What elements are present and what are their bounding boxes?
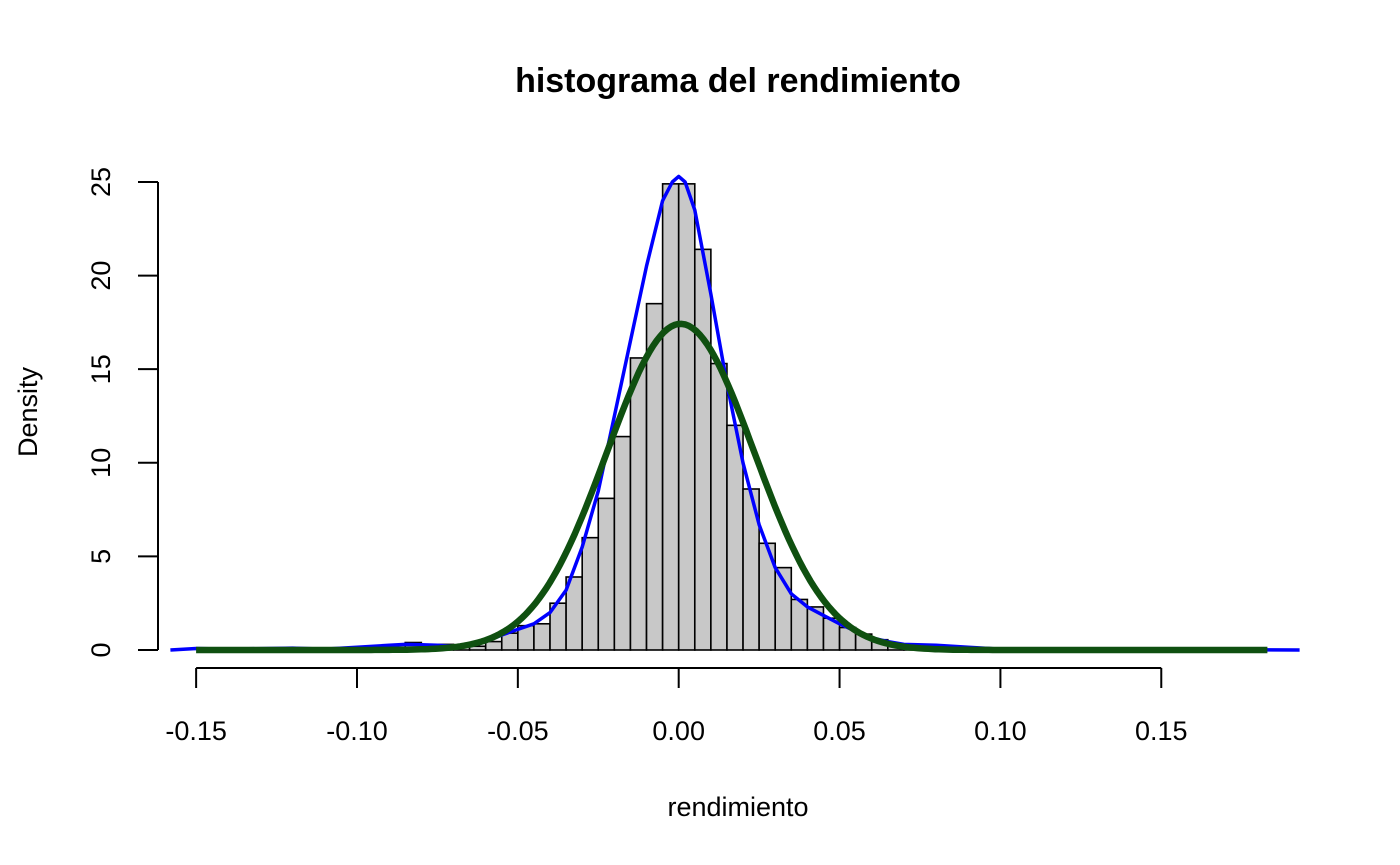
- histogram-bar: [484, 640, 503, 651]
- x-tick-label: 0.00: [652, 716, 705, 746]
- x-tick-label: 0.05: [813, 716, 866, 746]
- histogram-bars: [291, 183, 986, 651]
- x-tick-label: -0.10: [326, 716, 388, 746]
- histogram-bar: [581, 536, 600, 651]
- chart-title: histograma del rendimiento: [515, 62, 961, 100]
- histogram-bar: [661, 183, 680, 651]
- y-tick-label: 5: [86, 549, 116, 564]
- y-axis-title: Density: [13, 366, 43, 457]
- density-curves: [170, 174, 1300, 654]
- normal-density-line: [196, 320, 1268, 654]
- x-axis-title: rendimiento: [667, 792, 808, 822]
- histogram-bar: [613, 435, 632, 651]
- histogram-bar: [710, 362, 728, 651]
- histogram-bar: [677, 183, 696, 651]
- histogram-bar: [693, 248, 712, 651]
- x-tick-label: -0.05: [487, 716, 549, 746]
- x-axis: -0.15 -0.10 -0.05 0.00 0.05 0.10 0.15: [165, 667, 1188, 746]
- y-tick-label: 0: [86, 642, 116, 657]
- histogram-bar: [629, 357, 648, 651]
- y-axis: 0 5 10 15 20 25: [86, 167, 159, 658]
- x-tick-label: 0.15: [1135, 716, 1188, 746]
- x-tick-label: -0.15: [165, 716, 227, 746]
- histogram-bar: [597, 497, 616, 651]
- y-tick-label: 10: [86, 448, 116, 478]
- x-tick-label: 0.10: [974, 716, 1027, 746]
- y-tick-label: 25: [86, 167, 116, 197]
- y-tick-label: 20: [86, 261, 116, 291]
- histogram-bar: [533, 622, 551, 651]
- y-tick-label: 15: [86, 354, 116, 384]
